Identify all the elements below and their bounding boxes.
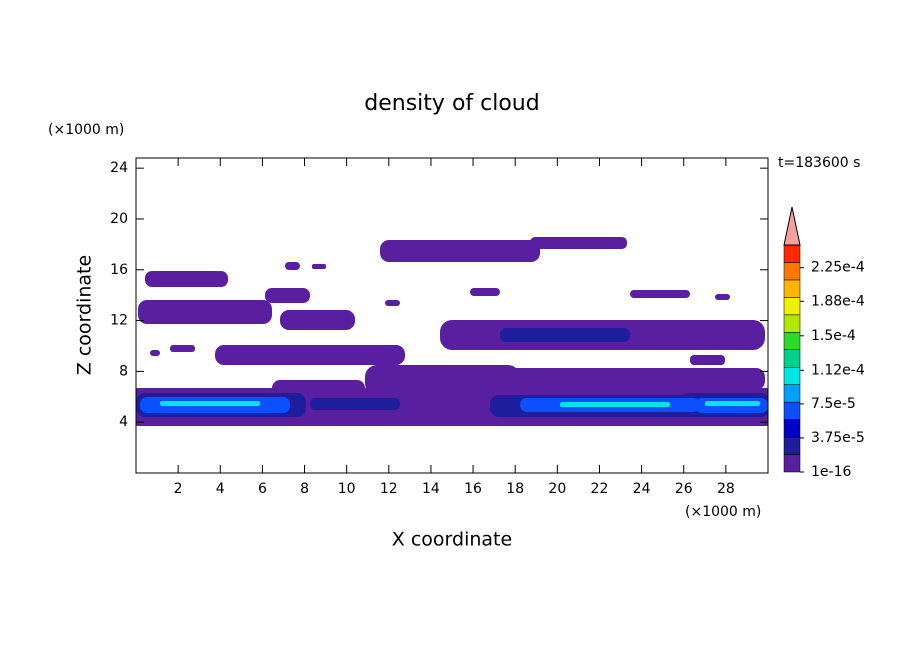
y-axis-label: Z coordinate <box>74 255 96 375</box>
x-tick-label: 20 <box>548 481 566 497</box>
y-tick-label: 8 <box>119 363 128 379</box>
colorbar-tick-label: 1.88e-4 <box>811 293 865 309</box>
x-tick-label: 6 <box>258 481 267 497</box>
x-tick-label: 4 <box>216 481 225 497</box>
x-tick-label: 12 <box>380 481 398 497</box>
x-tick-label: 8 <box>300 481 309 497</box>
x-tick-label: 28 <box>717 481 735 497</box>
time-label: t=183600 s <box>778 155 860 171</box>
colorbar-band <box>783 297 801 316</box>
colorbar-band <box>783 454 801 473</box>
y-tick-label: 12 <box>110 313 128 329</box>
y-tick-label: 4 <box>119 414 128 430</box>
cloud-field <box>136 237 768 426</box>
axes <box>136 158 768 473</box>
x-tick-label: 10 <box>338 481 356 497</box>
colorbar-band <box>783 419 801 438</box>
colorbar-band <box>783 314 801 333</box>
colorbar-band <box>783 332 801 351</box>
plot-frame <box>135 157 769 474</box>
colorbar-band <box>783 436 801 455</box>
x-tick-label: 24 <box>633 481 651 497</box>
colorbar-band <box>783 279 801 298</box>
colorbar-band <box>783 366 801 385</box>
x-tick-label: 14 <box>422 481 440 497</box>
x-axis-label: X coordinate <box>392 529 512 551</box>
colorbar-band <box>783 244 801 263</box>
colorbar-band <box>783 349 801 368</box>
colorbar-tick-label: 7.5e-5 <box>811 396 856 412</box>
y-tick-label: 20 <box>110 211 128 227</box>
y-tick-label: 16 <box>110 262 128 278</box>
x-tick-label: 18 <box>506 481 524 497</box>
colorbar-band <box>783 384 801 403</box>
colorbar-extension <box>783 206 801 246</box>
x-tick-label: 22 <box>591 481 609 497</box>
colorbar-tick-label: 2.25e-4 <box>811 260 865 276</box>
x-tick-label: 2 <box>174 481 183 497</box>
x-unit: (×1000 m) <box>685 504 761 520</box>
y-tick-label: 24 <box>110 160 128 176</box>
colorbar-tick-label: 3.75e-5 <box>811 430 865 446</box>
colorbar-tick-label: 1e-16 <box>811 464 851 480</box>
x-tick-label: 26 <box>675 481 693 497</box>
colorbar-tick-label: 1.12e-4 <box>811 362 865 378</box>
x-tick-label: 16 <box>464 481 482 497</box>
chart-title: density of cloud <box>364 91 539 116</box>
colorbar-band <box>783 401 801 420</box>
colorbar-tick-label: 1.5e-4 <box>811 328 856 344</box>
colorbar-band <box>783 262 801 281</box>
y-unit: (×1000 m) <box>48 122 124 138</box>
cloud-region <box>160 401 760 407</box>
